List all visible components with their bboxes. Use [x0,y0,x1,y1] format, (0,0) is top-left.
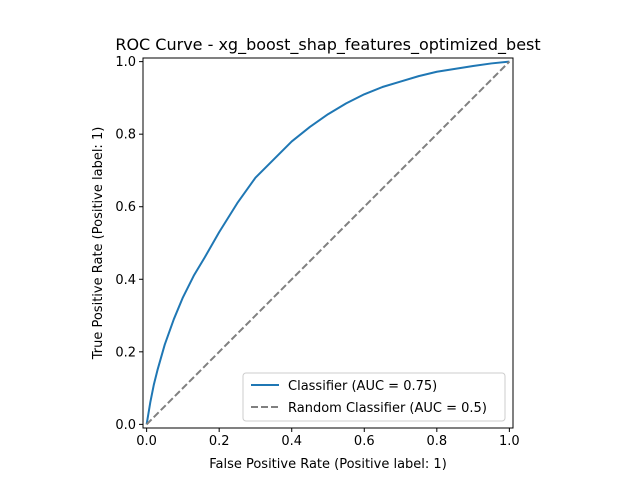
x-tick-label: 0.8 [426,434,447,449]
x-tick-label: 0.0 [136,434,157,449]
legend-label-random: Random Classifier (AUC = 0.5) [288,401,487,416]
classifier-roc-line [145,60,510,425]
random-classifier-line [145,60,511,426]
y-tick-label: 0.0 [115,418,136,433]
chart-title: ROC Curve - xg_boost_shap_features_optim… [115,35,540,55]
y-tick-label: 1.0 [115,55,136,70]
x-tick-label: 0.2 [209,434,230,449]
legend: Classifier (AUC = 0.75) Random Classifier… [242,372,506,422]
y-tick-label: 0.8 [115,128,136,143]
x-axis-label: False Positive Rate (Positive label: 1) [209,457,447,472]
plot-area [145,60,511,426]
axes-frame [142,57,514,429]
y-tick-label: 0.2 [115,345,136,360]
x-tick-label: 1.0 [499,434,520,449]
legend-box [242,372,506,422]
x-tick-label: 0.6 [354,434,375,449]
legend-label-classifier: Classifier (AUC = 0.75) [288,379,437,394]
axes: 0.0 0.2 0.4 0.6 0.8 1.0 0.0 0.2 0.4 0.6 0.8 1.0 [115,55,519,449]
x-tick-label: 0.4 [281,434,302,449]
y-tick-label: 0.6 [115,200,136,215]
y-axis-label: True Positive Rate (Positive label: 1) [91,127,106,361]
y-tick-label: 0.4 [115,273,136,288]
